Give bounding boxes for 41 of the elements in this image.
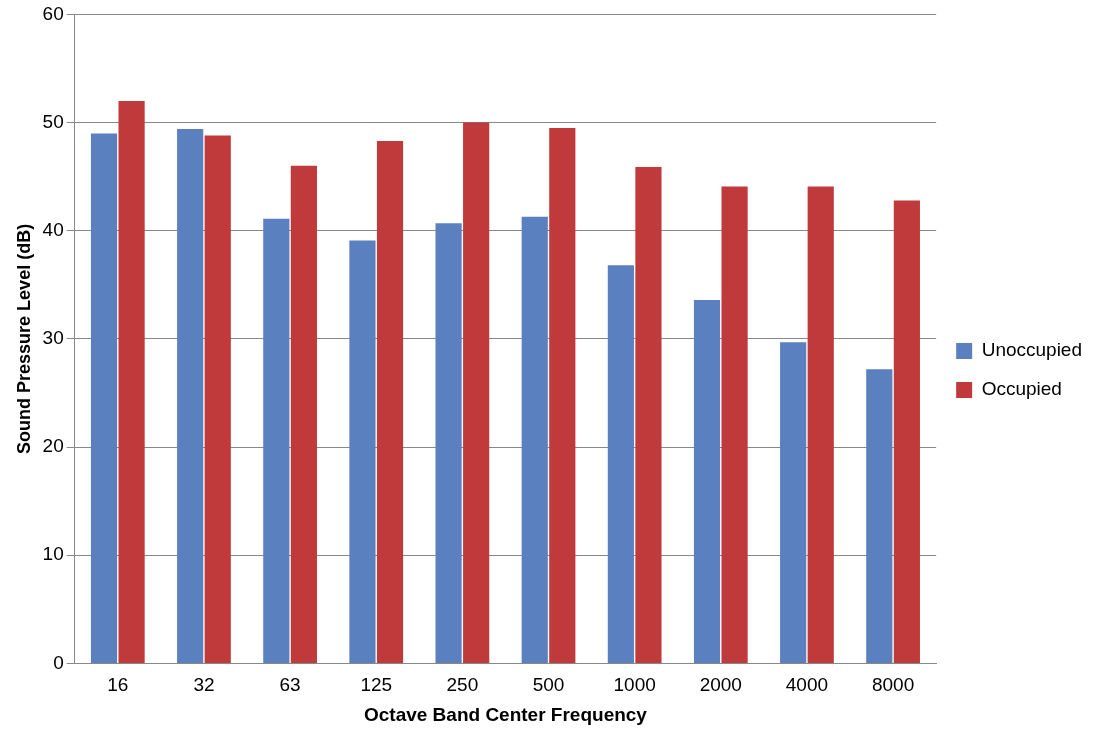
bar [693, 299, 721, 663]
bar [549, 127, 576, 663]
x-axis-title: Octave Band Center Frequency [363, 703, 648, 725]
bar [435, 223, 462, 663]
x-tick-label: 250 [446, 674, 479, 696]
y-axis-title: Sound Pressure Level (dB) [13, 223, 34, 454]
bar [780, 342, 807, 663]
bar [866, 369, 893, 663]
x-tick-label: 500 [532, 674, 565, 696]
bar [607, 265, 634, 663]
x-tick-label: 32 [193, 674, 215, 696]
y-tick-label: 10 [42, 543, 64, 565]
x-tick-label: 16 [107, 674, 129, 696]
y-tick-label: 30 [42, 327, 64, 349]
bar [721, 186, 748, 663]
y-tick-label: 40 [42, 218, 64, 240]
bar [463, 122, 490, 663]
legend-label: Occupied [981, 378, 1062, 400]
legend-label: Unoccupied [981, 339, 1082, 361]
bar [263, 218, 290, 663]
bar [893, 200, 920, 663]
x-tick-label: 4000 [785, 674, 829, 696]
bar [376, 140, 404, 663]
bar [204, 135, 231, 663]
y-tick-label: 0 [53, 651, 64, 673]
bar [177, 129, 204, 663]
bar [635, 166, 662, 663]
x-tick-label: 8000 [871, 674, 915, 696]
y-tick-label: 50 [42, 110, 64, 132]
bar [90, 133, 118, 663]
bar [349, 240, 376, 663]
bar [290, 165, 317, 663]
bar [521, 216, 548, 663]
x-tick-label: 125 [360, 674, 393, 696]
x-tick-label: 2000 [699, 674, 742, 696]
bar [807, 186, 834, 663]
x-tick-label: 63 [279, 674, 301, 696]
y-tick-label: 60 [42, 2, 64, 24]
x-tick-label: 1000 [613, 674, 656, 696]
y-tick-label: 20 [42, 435, 64, 457]
bar [118, 100, 145, 663]
